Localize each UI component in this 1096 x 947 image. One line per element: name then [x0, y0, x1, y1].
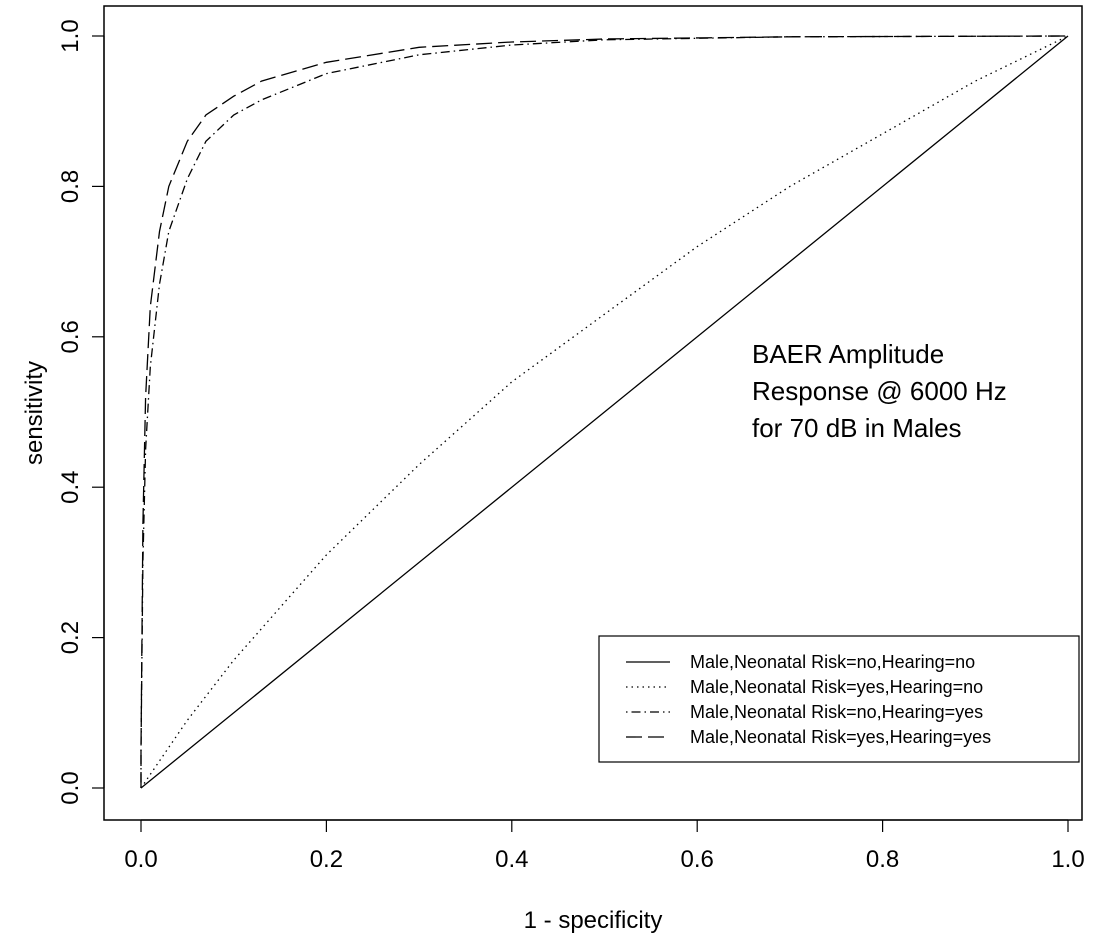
y-tick-label: 0.2: [57, 621, 84, 654]
series-layer: [140, 35, 1069, 789]
y-tick-label: 0.0: [57, 771, 84, 804]
annotation: BAER Amplitude Response @ 6000 Hz for 70…: [752, 339, 1007, 443]
y-axis: 0.0 0.2 0.4 0.6 0.8 1.0: [57, 19, 105, 805]
annotation-line-2: Response @ 6000 Hz: [752, 376, 1007, 406]
series-line-longdash: [140, 35, 1069, 788]
x-tick-label: 0.4: [495, 846, 528, 873]
annotation-line-3: for 70 dB in Males: [752, 413, 962, 443]
x-tick-label: 0.8: [866, 846, 899, 873]
legend-box: [598, 635, 1080, 763]
x-tick-label: 0.6: [681, 846, 714, 873]
series-line-solid: [140, 35, 1069, 789]
x-tick-label: 0.2: [310, 846, 343, 873]
annotation-line-1: BAER Amplitude: [752, 339, 944, 369]
y-tick-label: 0.8: [57, 170, 84, 203]
x-axis-title: 1 - specificity: [524, 907, 663, 934]
legend-label: Male,Neonatal Risk=yes,Hearing=yes: [690, 727, 991, 747]
legend-label: Male,Neonatal Risk=yes,Hearing=no: [690, 677, 983, 697]
series-line-dotdash: [140, 35, 1069, 788]
y-tick-label: 0.6: [57, 320, 84, 353]
y-tick-label: 0.4: [57, 471, 84, 504]
legend-label: Male,Neonatal Risk=no,Hearing=yes: [690, 702, 983, 722]
x-tick-label: 0.0: [124, 846, 157, 873]
legend-label: Male,Neonatal Risk=no,Hearing=no: [690, 652, 975, 672]
y-tick-label: 1.0: [57, 19, 84, 52]
x-tick-label: 1.0: [1051, 846, 1084, 873]
x-axis: 0.0 0.2 0.4 0.6 0.8 1.0: [124, 819, 1085, 873]
y-axis-title: sensitivity: [21, 361, 48, 465]
legend: Male,Neonatal Risk=no,Hearing=no Male,Neo…: [598, 635, 1080, 763]
